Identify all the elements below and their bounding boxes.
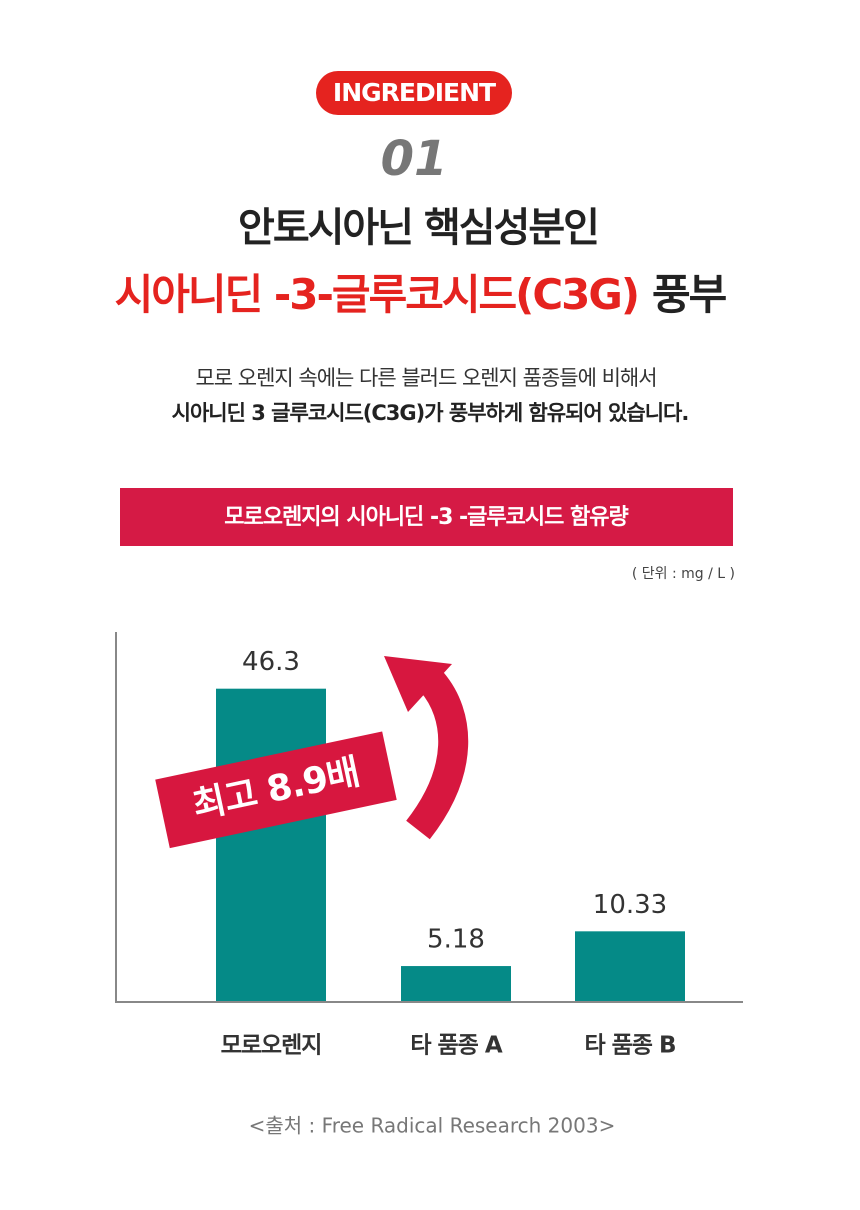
badge: INGREDIENT [333, 78, 496, 107]
x-tick-label: 타 품종 A [410, 1033, 502, 1059]
x-tick-label: 모로오렌지 [221, 1033, 322, 1059]
description-line: 시아니딘 3 글루코시드(C3G)가 풍부하게 함유되어 있습니다. [172, 401, 689, 425]
value-label: 5.18 [427, 925, 485, 955]
annotation: 최고 8.9배 [155, 731, 397, 849]
title-line2: 시아니딘 -3-글루코시드(C3G) 풍부 [115, 270, 727, 319]
source: <출처 : Free Radical Research 2003> [249, 1114, 616, 1138]
value-label: 10.33 [593, 890, 667, 920]
arrow-shaft [406, 672, 469, 840]
arrow-head [384, 656, 452, 712]
description-line: 모로 오렌지 속에는 다른 블러드 오렌지 품종들에 비해서 [195, 366, 656, 390]
chart-title: 모로오렌지의 시아니딘 -3 -글루코시드 함유량 [224, 505, 628, 530]
bar [575, 931, 685, 1001]
value-label: 46.3 [242, 647, 300, 677]
annotation-bg [155, 731, 397, 849]
plot: 46.3 모로오렌지 5.18 타 품종 A 10.33 타 품종 B [216, 647, 685, 1059]
bar [401, 966, 511, 1001]
section-number: 01 [381, 131, 448, 187]
badge-bg [316, 71, 512, 115]
chart-title-bg [120, 488, 733, 546]
x-tick-label: 타 품종 B [584, 1033, 675, 1059]
title-red: 시아니딘 -3-글루코시드(C3G) [115, 270, 638, 319]
bar [216, 688, 326, 1001]
title-black: 풍부 [652, 270, 727, 319]
unit-label: ( 단위 : mg / L ) [632, 566, 735, 582]
title-line1: 안토시아닌 핵심성분인 [238, 205, 598, 251]
